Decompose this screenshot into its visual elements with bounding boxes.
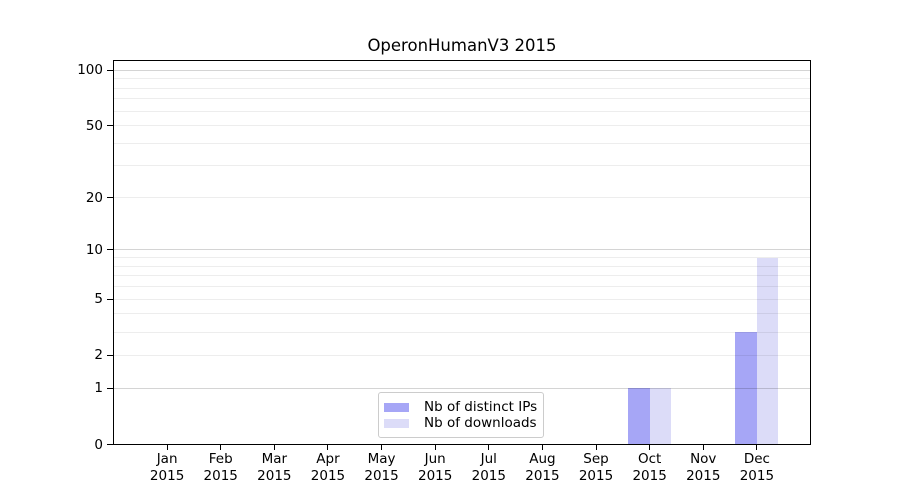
x-tick-mark (488, 445, 490, 450)
x-tick-label: Aug 2015 (525, 451, 560, 484)
x-tick-label: May 2015 (364, 451, 399, 484)
x-tick-mark (327, 445, 329, 450)
x-tick-label: Nov 2015 (686, 451, 721, 484)
gridline-major (114, 387, 810, 389)
x-tick-mark (381, 445, 383, 450)
gridline-minor (114, 87, 810, 89)
legend-swatch-distinct-ips (384, 402, 409, 412)
gridline-minor (114, 275, 810, 277)
gridline-minor (114, 265, 810, 267)
y-tick-mark (107, 387, 113, 389)
x-tick-label: Sep 2015 (578, 451, 614, 484)
gridline-minor (114, 142, 810, 144)
gridline-minor (114, 313, 810, 315)
y-tick-mark (107, 298, 113, 300)
x-tick-label: Apr 2015 (310, 451, 346, 484)
gridline-minor (114, 331, 810, 333)
x-tick-label: Jun 2015 (418, 451, 453, 484)
gridline-minor (114, 197, 810, 199)
gridline-minor (114, 125, 810, 127)
x-tick-label: Dec 2015 (739, 451, 775, 484)
x-tick-mark (595, 445, 597, 450)
y-tick-mark (107, 125, 113, 127)
y-tick-label: 10 (85, 241, 103, 258)
gridline-minor (114, 98, 810, 100)
gridline-major (114, 69, 810, 71)
y-tick-label: 0 (94, 436, 103, 453)
legend-entry-distinct-ips: Nb of distinct IPs (384, 399, 537, 415)
chart-title: OperonHumanV3 2015 (367, 36, 557, 55)
gridline-minor (114, 298, 810, 300)
y-tick-label: 100 (77, 62, 103, 79)
y-tick-mark (107, 354, 113, 356)
y-tick-mark (107, 197, 113, 199)
y-tick-label: 5 (94, 291, 103, 308)
gridline-minor (114, 257, 810, 259)
y-tick-label: 20 (85, 189, 103, 206)
y-tick-mark (107, 444, 113, 445)
x-tick-label: Jan 2015 (149, 451, 185, 484)
y-tick-label: 2 (94, 347, 103, 364)
gridline-minor (114, 78, 810, 80)
bar-nb-of-distinct-ips (628, 388, 650, 444)
x-tick-label: Feb 2015 (203, 451, 238, 484)
gridline-major (114, 249, 810, 251)
gridline-minor (114, 354, 810, 356)
legend-swatch-downloads (384, 418, 409, 428)
x-tick-mark (166, 445, 168, 450)
x-tick-mark (273, 445, 275, 450)
x-tick-mark (756, 445, 758, 450)
bar-nb-of-downloads (756, 257, 779, 444)
x-tick-mark (541, 445, 543, 450)
legend-label-downloads: Nb of downloads (424, 415, 537, 431)
x-tick-mark (702, 445, 704, 450)
x-tick-label: Oct 2015 (632, 451, 667, 484)
gridline-minor (114, 110, 810, 112)
bar-nb-of-downloads (649, 388, 672, 444)
legend-label-distinct-ips: Nb of distinct IPs (424, 399, 538, 415)
x-tick-label: Mar 2015 (257, 451, 292, 484)
x-tick-mark (649, 445, 651, 450)
gridline-minor (114, 286, 810, 288)
y-tick-mark (107, 69, 113, 71)
x-tick-mark (434, 445, 436, 450)
x-tick-mark (220, 445, 222, 450)
y-tick-label: 1 (94, 380, 103, 397)
y-tick-label: 50 (85, 117, 103, 134)
plot-area (113, 60, 811, 445)
legend-entry-downloads: Nb of downloads (384, 415, 537, 431)
legend: Nb of distinct IPs Nb of downloads (378, 392, 545, 438)
x-tick-label: Jul 2015 (471, 451, 506, 484)
bar-nb-of-distinct-ips (735, 332, 757, 444)
gridline-minor (114, 165, 810, 167)
y-tick-mark (107, 249, 113, 251)
